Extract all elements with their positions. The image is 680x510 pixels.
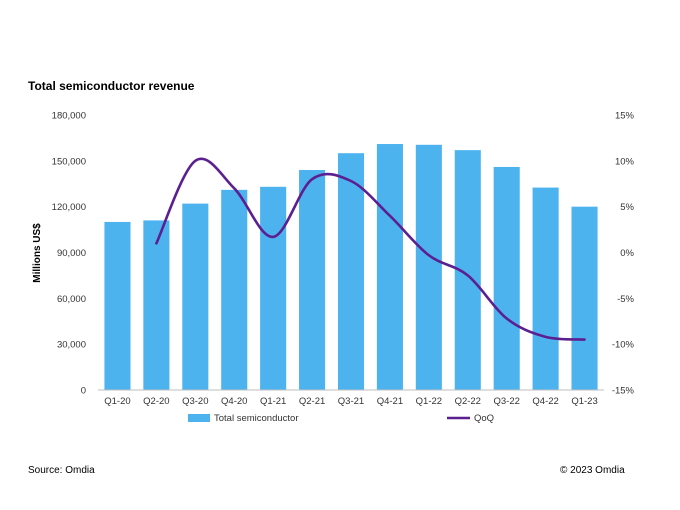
bar-q3-20 [182, 203, 209, 390]
x-tick-label: Q3-21 [338, 396, 364, 407]
x-tick-label: Q3-22 [493, 396, 519, 407]
bar-q2-21 [299, 170, 326, 390]
x-tick-label: Q1-21 [260, 396, 286, 407]
y2-tick-label: 5% [620, 202, 634, 213]
y-tick-label: 150,000 [52, 156, 86, 167]
x-tick-label: Q1-20 [104, 396, 130, 407]
y-axis-label: Millions US$ [32, 223, 43, 283]
y-axis-left: 0 30,000 60,000 90,000 120,000 150,000 180,000 [52, 111, 86, 397]
bar-q1-22 [415, 144, 442, 390]
y-tick-label: 30,000 [57, 340, 86, 351]
y2-tick-label: -15% [612, 386, 635, 397]
bar-q3-21 [337, 153, 365, 390]
x-tick-label: Q1-23 [571, 396, 597, 407]
y2-tick-label: -10% [612, 340, 635, 351]
x-tick-label: Q1-22 [416, 396, 442, 407]
legend: Total semiconductor QoQ [188, 413, 494, 424]
x-tick-label: Q2-21 [299, 396, 325, 407]
legend-label-qoq: QoQ [474, 413, 494, 424]
bar-q1-21 [260, 186, 287, 390]
y-axis-right: -15% -10% -5% 0% 5% 10% 15% [612, 111, 635, 397]
y2-tick-label: 10% [615, 156, 635, 167]
x-tick-label: Q3-20 [182, 396, 208, 407]
chart-title: Total semiconductor revenue [28, 79, 195, 93]
source-note: Source: Omdia [28, 465, 95, 476]
bar-q4-22 [532, 187, 559, 390]
x-axis: Q1-20 Q2-20 Q3-20 Q4-20 Q1-21 Q2-21 Q3-21 Q4-21… [104, 396, 597, 407]
bar-series [104, 144, 598, 390]
bar-q2-20 [143, 220, 170, 390]
y-tick-label: 0 [81, 386, 86, 397]
x-tick-label: Q2-20 [143, 396, 169, 407]
legend-swatch-total-semiconductor [188, 414, 210, 422]
legend-label-total-semiconductor: Total semiconductor [214, 413, 298, 424]
x-tick-label: Q2-22 [455, 396, 481, 407]
qoq-line [155, 157, 586, 341]
bar-q4-21 [376, 144, 403, 390]
y-tick-label: 60,000 [57, 294, 86, 305]
y-tick-label: 120,000 [52, 202, 86, 213]
y2-tick-label: 0% [620, 248, 634, 259]
y-tick-label: 180,000 [52, 111, 86, 122]
x-tick-label: Q4-21 [377, 396, 403, 407]
x-tick-label: Q4-22 [532, 396, 558, 407]
bar-q1-23 [571, 206, 598, 390]
bar-q1-20 [104, 221, 131, 390]
x-tick-label: Q4-20 [221, 396, 247, 407]
y2-tick-label: 15% [615, 111, 635, 122]
copyright-note: © 2023 Omdia [560, 465, 625, 476]
y2-tick-label: -5% [617, 294, 634, 305]
bar-q3-22 [493, 166, 520, 390]
y-tick-label: 90,000 [57, 248, 86, 259]
bar-q4-20 [221, 189, 248, 390]
